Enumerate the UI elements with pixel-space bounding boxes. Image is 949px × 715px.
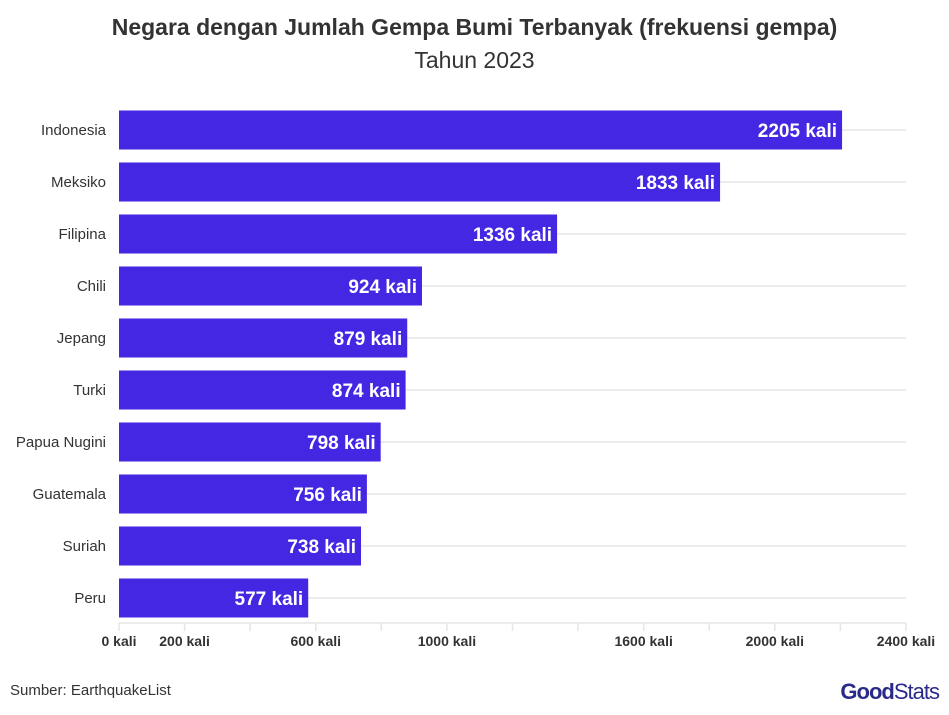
bar [119, 370, 406, 410]
data-label: 2205 kali [758, 121, 837, 142]
data-label: 577 kali [235, 589, 304, 610]
data-label: 756 kali [293, 485, 362, 506]
data-label: 798 kali [307, 433, 376, 454]
x-tick-label: 1600 kali [614, 633, 672, 649]
chart-subtitle: Tahun 2023 [414, 47, 535, 73]
bar [119, 162, 721, 202]
bar [119, 110, 843, 150]
data-label: 924 kali [348, 277, 417, 298]
logo-light: Stats [893, 679, 940, 704]
data-label: 738 kali [287, 537, 356, 558]
source-note: Sumber: EarthquakeList [10, 682, 171, 699]
category-label: Filipina [58, 226, 106, 243]
bar [119, 578, 309, 618]
goodstats-logo: GoodStats [840, 679, 940, 705]
logo-bold: Good [840, 679, 894, 704]
data-label: 879 kali [334, 329, 403, 350]
x-tick-label: 2400 kali [877, 633, 935, 649]
bar [119, 266, 422, 306]
bar [119, 318, 408, 358]
chart-title: Negara dengan Jumlah Gempa Bumi Terbanya… [111, 14, 838, 40]
category-label: Jepang [57, 330, 106, 347]
category-label: Indonesia [41, 122, 107, 139]
bar [119, 214, 558, 254]
x-tick-label: 600 kali [290, 633, 341, 649]
category-label: Guatemala [33, 486, 107, 503]
x-tick-label: 2000 kali [746, 633, 804, 649]
data-label: 1336 kali [473, 225, 552, 246]
x-tick-label: 0 kali [101, 633, 136, 649]
x-tick-label: 200 kali [159, 633, 210, 649]
category-label: Peru [74, 590, 106, 607]
bar [119, 474, 367, 514]
category-label: Papua Nugini [16, 434, 106, 451]
data-label: 874 kali [332, 381, 401, 402]
category-label: Suriah [63, 538, 106, 555]
bar [119, 526, 362, 566]
category-label: Meksiko [51, 174, 106, 191]
category-label: Chili [77, 278, 106, 295]
x-tick-label: 1000 kali [418, 633, 476, 649]
category-label: Turki [73, 382, 106, 399]
data-label: 1833 kali [636, 173, 715, 194]
bar [119, 422, 381, 462]
